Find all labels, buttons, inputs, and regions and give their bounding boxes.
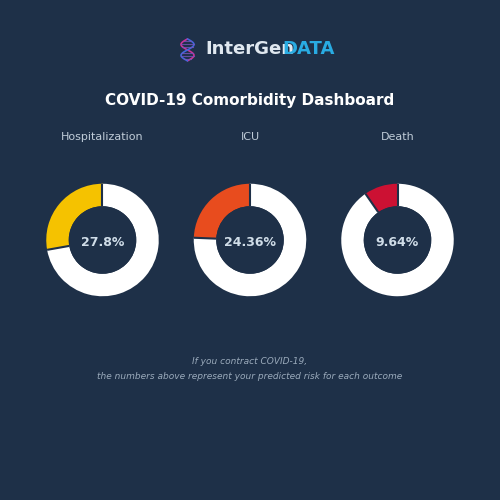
- Circle shape: [68, 206, 136, 274]
- Wedge shape: [194, 184, 306, 296]
- Text: 27.8%: 27.8%: [81, 236, 124, 250]
- Wedge shape: [194, 184, 250, 238]
- Wedge shape: [366, 184, 398, 212]
- Text: Hospitalization: Hospitalization: [61, 132, 144, 142]
- Text: COVID-19 Comorbidity Dashboard: COVID-19 Comorbidity Dashboard: [106, 92, 395, 108]
- Wedge shape: [47, 184, 158, 296]
- Text: DATA: DATA: [282, 40, 335, 58]
- Text: 9.64%: 9.64%: [376, 236, 419, 250]
- Text: Death: Death: [380, 132, 414, 142]
- Text: InterGen: InterGen: [205, 40, 294, 58]
- Wedge shape: [342, 184, 454, 296]
- Text: If you contract COVID-19,
the numbers above represent your predicted risk for ea: If you contract COVID-19, the numbers ab…: [98, 357, 403, 381]
- Wedge shape: [46, 184, 102, 250]
- Text: ICU: ICU: [240, 132, 260, 142]
- Circle shape: [216, 206, 284, 274]
- Circle shape: [364, 206, 431, 274]
- Text: 24.36%: 24.36%: [224, 236, 276, 250]
